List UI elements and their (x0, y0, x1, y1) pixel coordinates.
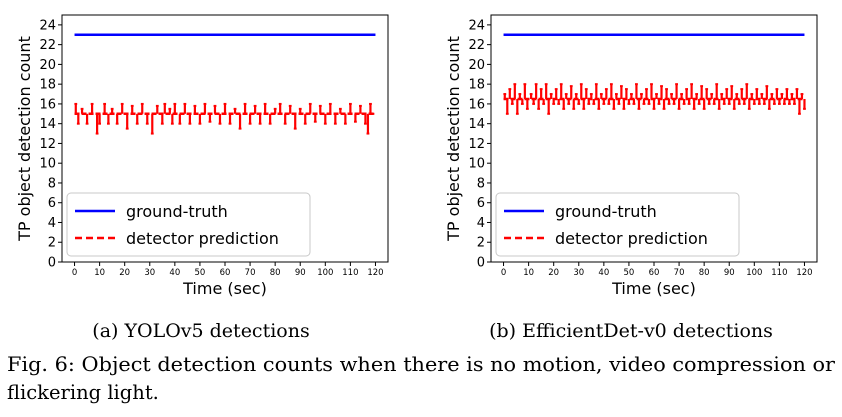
chart-a-x-tick-label: 50 (195, 268, 206, 278)
chart-b-y-tick-label: 16 (468, 97, 485, 112)
subcaption-a: (a) YOLOv5 detections (92, 320, 309, 342)
chart-a-y-tick-label: 2 (48, 236, 56, 251)
chart-a-legend-label-detector-prediction: detector prediction (126, 229, 279, 248)
chart-b-y-tick-label: 12 (468, 137, 485, 152)
chart-a-y-tick-label: 6 (48, 196, 56, 211)
chart-b-x-tick-label: 110 (771, 268, 787, 278)
chart-b-y-axis-label: TP object detection count (444, 36, 463, 242)
chart-a-x-tick-label: 30 (144, 268, 155, 278)
figure-caption-line2: flickering light. (7, 381, 159, 404)
chart-b-y-tick-label: 22 (468, 38, 485, 53)
chart-a-y-tick-label: 18 (39, 78, 56, 93)
chart-a-x-tick-label: 60 (220, 268, 231, 278)
chart-b-x-tick-label: 0 (501, 268, 506, 278)
chart-b-y-tick-label: 10 (468, 157, 485, 172)
chart-b-y-tick-label: 0 (477, 256, 485, 271)
chart-b-x-tick-label: 60 (649, 268, 660, 278)
chart-b-y-tick-label: 18 (468, 78, 485, 93)
chart-a-y-tick-label: 22 (39, 38, 56, 53)
chart-a-x-tick-label: 10 (94, 268, 105, 278)
chart-a-y-tick-label: 0 (48, 256, 56, 271)
chart-b-y-tick-label: 20 (468, 58, 485, 73)
chart-b-x-tick-label: 40 (598, 268, 609, 278)
chart-b-legend-label-detector-prediction: detector prediction (555, 229, 708, 248)
chart-b-legend-label-ground-truth: ground-truth (555, 202, 657, 221)
chart-a-y-tick-label: 10 (39, 157, 56, 172)
chart-b-y-tick-label: 24 (468, 18, 485, 33)
chart-b-x-tick-label: 120 (796, 268, 812, 278)
chart-a-x-tick-label: 0 (72, 268, 77, 278)
chart-b-y-tick-label: 8 (477, 176, 485, 191)
chart-b-x-tick-label: 10 (523, 268, 534, 278)
subcaption-b: (b) EfficientDet-v0 detections (489, 320, 773, 342)
chart-b-x-tick-label: 80 (699, 268, 710, 278)
chart-a-y-tick-label: 12 (39, 137, 56, 152)
chart-a-x-tick-label: 120 (367, 268, 383, 278)
figure-caption-line1: Fig. 6: Object detection counts when the… (7, 353, 836, 376)
chart-b-y-tick-label: 4 (477, 216, 485, 231)
chart-b-y-tick-label: 6 (477, 196, 485, 211)
chart-a-y-tick-label: 16 (39, 97, 56, 112)
chart-a-legend-label-ground-truth: ground-truth (126, 202, 228, 221)
chart-a-x-tick-label: 20 (119, 268, 130, 278)
chart-a-x-tick-label: 110 (342, 268, 358, 278)
chart-b-x-tick-label: 50 (624, 268, 635, 278)
chart-a-x-tick-label: 70 (245, 268, 256, 278)
chart-b-x-tick-label: 20 (548, 268, 559, 278)
chart-a-x-tick-label: 80 (270, 268, 281, 278)
chart-b-legend-box (495, 192, 740, 257)
chart-b-x-axis-label: Time (sec) (611, 279, 696, 298)
chart-b-x-tick-label: 30 (573, 268, 584, 278)
chart-a-y-tick-label: 4 (48, 216, 56, 231)
chart-b-x-tick-label: 70 (674, 268, 685, 278)
chart-a-x-tick-label: 100 (317, 268, 333, 278)
chart-a-y-tick-label: 20 (39, 58, 56, 73)
chart-b-y-tick-label: 14 (468, 117, 485, 132)
chart-b-y-tick-label: 2 (477, 236, 485, 251)
chart-b-x-tick-label: 90 (724, 268, 735, 278)
chart-a-legend-box (66, 192, 311, 257)
chart-a-x-axis-label: Time (sec) (182, 279, 267, 298)
chart-a-y-tick-label: 14 (39, 117, 56, 132)
chart-a-y-axis-label: TP object detection count (15, 36, 34, 242)
chart-a-y-tick-label: 8 (48, 176, 56, 191)
chart-a-x-tick-label: 90 (295, 268, 306, 278)
chart-a-y-tick-label: 24 (39, 18, 56, 33)
chart-a-x-tick-label: 40 (169, 268, 180, 278)
chart-b-x-tick-label: 100 (746, 268, 762, 278)
